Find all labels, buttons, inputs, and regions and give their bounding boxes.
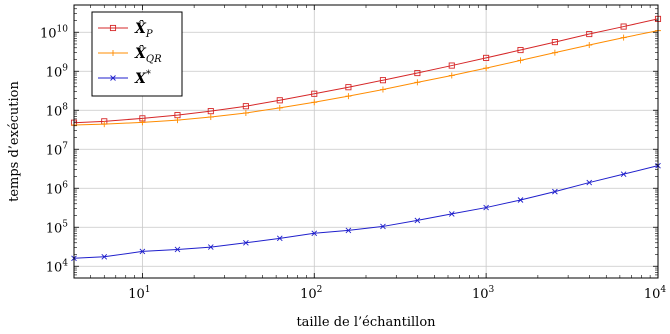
data-point <box>139 248 146 255</box>
data-point <box>483 65 490 72</box>
y-tick-label: 1010 <box>40 24 68 41</box>
series-line <box>73 165 659 259</box>
legend-item: X̂P <box>98 19 153 40</box>
legend-label: X* <box>134 69 151 87</box>
data-point <box>586 30 593 38</box>
data-point <box>345 84 352 91</box>
data-point <box>174 117 181 124</box>
data-point <box>551 49 558 56</box>
data-point <box>276 97 283 104</box>
data-point <box>276 104 283 111</box>
legend-items: X̂P X̂QR X* <box>98 19 162 87</box>
legend: X̂P X̂QR X* <box>91 11 183 97</box>
x-tick-label: 102 <box>300 285 322 302</box>
data-point <box>345 227 352 234</box>
data-point <box>101 253 108 260</box>
data-point <box>311 230 318 237</box>
data-point <box>139 119 146 126</box>
data-point <box>448 211 455 217</box>
legend-item: X* <box>98 69 151 87</box>
data-point <box>414 69 421 77</box>
data-point <box>448 62 455 69</box>
legend-swatch-marker <box>110 75 116 81</box>
x-axis-title: taille de l’échantillon <box>296 315 436 330</box>
data-point <box>242 103 249 110</box>
data-point <box>207 114 214 121</box>
y-tick-label: 108 <box>46 102 69 119</box>
y-axis-title: temps d’exécution <box>7 80 22 201</box>
legend-swatch-marker <box>109 24 117 32</box>
tick-layer: 101 102 103 104 104 105 106 107 108 109 1010 <box>40 4 667 302</box>
data-point <box>620 23 627 30</box>
data-point <box>276 235 283 242</box>
x-tick-label: 103 <box>472 285 495 302</box>
data-point <box>379 77 387 84</box>
data-point <box>586 179 593 186</box>
data-point <box>242 110 249 117</box>
data-point <box>620 171 627 177</box>
data-point <box>414 217 421 224</box>
data-point <box>311 99 318 106</box>
y-tick-label: 106 <box>46 180 69 197</box>
data-point <box>379 86 386 93</box>
data-point <box>207 244 214 250</box>
legend-item: X̂QR <box>98 44 162 65</box>
data-point <box>174 246 181 253</box>
data-point <box>517 46 524 54</box>
data-point <box>551 39 558 46</box>
series-line <box>73 30 659 126</box>
data-point <box>311 90 318 97</box>
series-line <box>73 18 659 124</box>
data-point <box>517 57 524 64</box>
series-2 <box>71 162 661 262</box>
x-tick-label: 104 <box>644 285 667 302</box>
data-point <box>448 72 455 79</box>
data-point <box>243 239 249 246</box>
y-tick-label: 107 <box>46 141 69 158</box>
y-tick-label: 109 <box>46 63 69 80</box>
data-point <box>620 34 627 41</box>
y-tick-label: 105 <box>46 219 69 236</box>
data-point <box>517 197 524 203</box>
y-tick-label: 104 <box>46 258 69 275</box>
data-point <box>345 93 352 100</box>
legend-swatch-marker <box>110 50 116 56</box>
data-point <box>483 204 489 211</box>
x-tick-label: 101 <box>128 285 150 302</box>
legend-label: X̂P <box>134 19 153 40</box>
data-point <box>380 223 386 230</box>
legend-box <box>91 11 183 97</box>
legend-label: X̂QR <box>134 44 162 65</box>
data-point <box>552 188 558 195</box>
data-point <box>483 54 490 61</box>
data-point <box>207 108 214 115</box>
data-point <box>586 42 593 49</box>
data-point <box>414 79 421 86</box>
data-point <box>101 121 108 128</box>
